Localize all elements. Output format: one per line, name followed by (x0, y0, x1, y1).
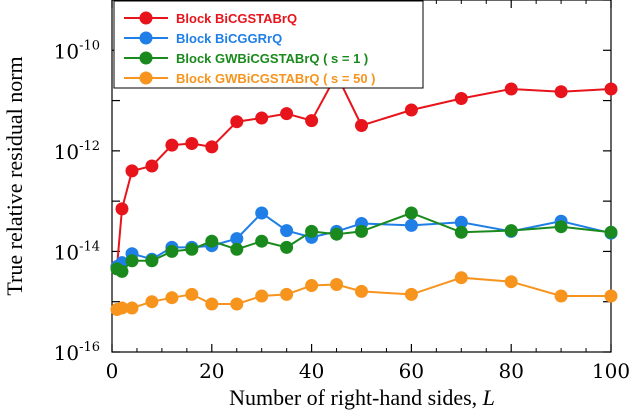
legend-marker (139, 31, 153, 45)
series-1 (110, 68, 618, 274)
x-tick-label: 60 (399, 359, 424, 383)
data-point (145, 295, 159, 309)
y-tick-label: 10-12 (54, 139, 100, 164)
data-point (125, 254, 139, 268)
data-point (280, 287, 294, 301)
data-point (230, 115, 244, 129)
series-2 (110, 206, 618, 274)
data-point (504, 275, 518, 289)
data-point (504, 82, 518, 96)
data-point (280, 107, 294, 121)
data-point (305, 224, 319, 238)
data-point (404, 218, 418, 232)
legend-label: Block GWBiCGSTABrQ ( s = 1 ) (176, 51, 368, 66)
data-point (115, 264, 129, 278)
data-point (404, 206, 418, 220)
data-point (604, 289, 618, 303)
data-point (205, 234, 219, 248)
data-point (554, 220, 568, 234)
data-point (355, 119, 368, 132)
data-point (125, 301, 139, 315)
data-point (330, 278, 344, 291)
data-point (330, 227, 344, 241)
data-point (230, 242, 244, 256)
data-point (280, 240, 294, 254)
data-point (125, 164, 139, 178)
legend-box (113, 0, 424, 89)
series-3 (110, 206, 618, 278)
data-point (305, 114, 319, 128)
data-point (280, 224, 294, 238)
legend-label: Block BiCGGRrQ (176, 31, 282, 46)
data-point (255, 206, 269, 220)
legend-marker (139, 51, 153, 65)
x-tick-label: 80 (498, 359, 523, 383)
data-point (355, 224, 368, 238)
data-point (454, 215, 468, 229)
data-point (255, 289, 269, 303)
data-point (185, 137, 199, 150)
data-point (404, 103, 418, 117)
y-tick-label: 10-10 (54, 38, 100, 63)
data-point (145, 254, 159, 268)
x-tick-label: 40 (299, 359, 324, 383)
series-layer (110, 68, 618, 316)
data-point (205, 297, 219, 311)
data-point (454, 92, 468, 105)
data-point (305, 279, 319, 292)
x-tick-label: 100 (592, 359, 630, 383)
data-point (185, 242, 199, 256)
data-point (554, 85, 568, 99)
data-point (205, 140, 219, 154)
y-tick-label: 10-14 (54, 239, 100, 264)
data-point (255, 234, 269, 248)
data-point (165, 244, 179, 258)
data-point (604, 82, 618, 96)
x-axis-title: Number of right-hand sides, L (229, 385, 495, 410)
tick-labels: 0 20 40 60 80 100 10-16 10-14 10-12 10-10 (54, 38, 630, 383)
data-point (165, 291, 179, 305)
data-point (230, 232, 244, 246)
series-4 (110, 271, 618, 316)
data-point (355, 284, 368, 298)
legend-marker (139, 11, 153, 25)
x-tick-label: 0 (106, 359, 119, 383)
data-point (454, 225, 468, 239)
series-line (116, 72, 612, 267)
legend: Block BiCGSTABrQ Block BiCGGRrQ Block GWBi… (113, 0, 424, 89)
data-point (230, 297, 244, 311)
x-tick-label: 20 (199, 359, 224, 383)
data-point (185, 287, 199, 301)
legend-marker (139, 71, 153, 85)
legend-label: Block GWBiCGSTABrQ ( s = 50 ) (176, 71, 376, 86)
data-point (165, 138, 179, 152)
data-point (454, 271, 468, 285)
data-point (255, 111, 269, 125)
y-tick-label: 10-16 (54, 340, 100, 365)
legend-label: Block BiCGSTABrQ (176, 11, 297, 26)
data-point (145, 159, 159, 173)
data-point (604, 225, 618, 239)
data-point (554, 289, 568, 303)
data-point (115, 301, 129, 315)
y-axis-title: True relative residual norm (2, 56, 27, 295)
data-point (504, 224, 518, 238)
data-point (115, 202, 129, 216)
data-point (404, 287, 418, 301)
